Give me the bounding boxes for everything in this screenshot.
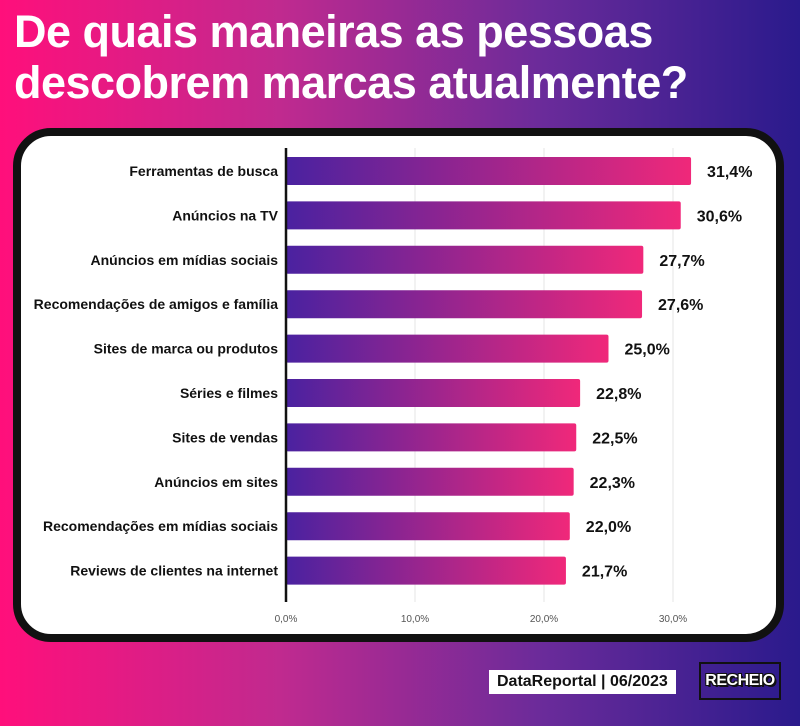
value-label: 22,0% <box>586 519 631 536</box>
bar <box>286 334 609 363</box>
category-label: Reviews de clientes na internet <box>70 563 278 579</box>
x-tick-label: 30,0% <box>659 614 687 625</box>
source-label: DataReportal | 06/2023 <box>489 670 676 694</box>
category-label: Recomendações em mídias sociais <box>43 518 278 534</box>
bar <box>286 512 570 541</box>
chart-card: 0,0% 10,0% 20,0% 30,0% Ferramentas de busca 3… <box>13 128 784 642</box>
value-label: 22,8% <box>596 386 641 403</box>
bar <box>286 157 692 185</box>
title-line-1: De quais maneiras as pessoas <box>14 6 653 57</box>
value-label: 30,6% <box>697 208 742 225</box>
category-label: Recomendações de amigos e família <box>34 296 279 312</box>
category-label: Sites de marca ou produtos <box>94 341 279 357</box>
category-label: Sites de vendas <box>172 429 278 445</box>
bar <box>286 201 681 230</box>
category-label: Anúncios na TV <box>172 207 278 223</box>
value-label: 21,7% <box>582 564 627 581</box>
value-label: 27,6% <box>658 297 703 314</box>
brand-logo: RECHEIO <box>699 662 781 700</box>
value-label: 27,7% <box>659 253 704 270</box>
bar <box>286 467 574 496</box>
category-label: Séries e filmes <box>180 385 278 401</box>
value-label: 22,3% <box>590 475 635 492</box>
bar <box>286 423 577 452</box>
value-label: 25,0% <box>625 342 670 359</box>
value-label: 22,5% <box>592 430 637 447</box>
x-tick-label: 0,0% <box>275 614 298 625</box>
brand-logo-text: RECHEIO <box>705 672 775 689</box>
bar <box>286 379 581 407</box>
bar <box>286 556 566 585</box>
category-label: Anúncios em sites <box>154 474 278 490</box>
x-tick-label: 10,0% <box>401 614 429 625</box>
x-tick-label: 20,0% <box>530 614 558 625</box>
value-label: 31,4% <box>707 164 752 181</box>
bar <box>286 290 643 319</box>
title-line-2: descobrem marcas atualmente? <box>14 57 688 108</box>
category-label: Anúncios em mídias sociais <box>90 252 278 268</box>
category-label: Ferramentas de busca <box>129 163 278 179</box>
page-title: De quais maneiras as pessoas descobrem m… <box>14 6 794 108</box>
bar-chart: 0,0% 10,0% 20,0% 30,0% Ferramentas de busca 3… <box>34 148 752 625</box>
bar <box>286 245 644 274</box>
